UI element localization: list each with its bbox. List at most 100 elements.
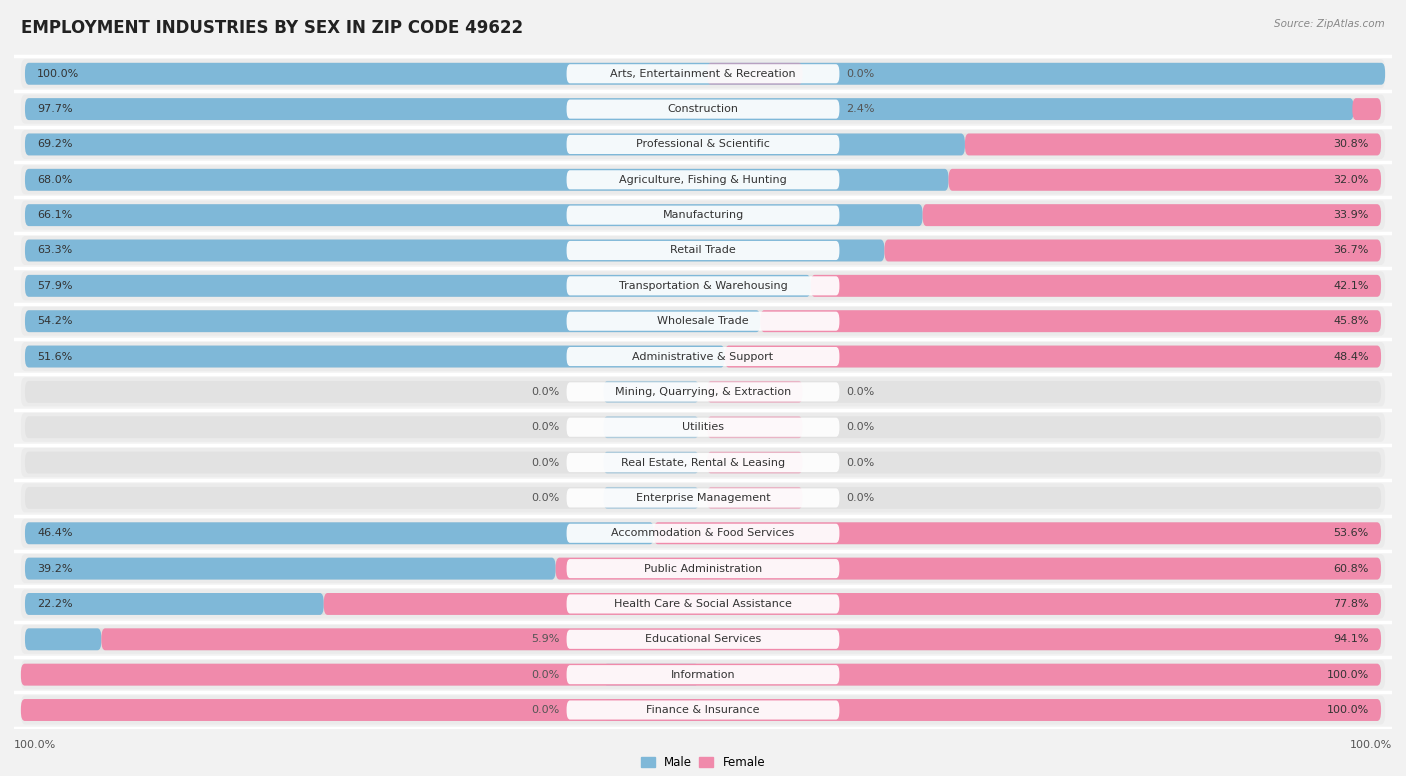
FancyBboxPatch shape <box>567 488 839 508</box>
Text: 5.9%: 5.9% <box>531 634 560 644</box>
FancyBboxPatch shape <box>567 524 839 542</box>
Text: Utilities: Utilities <box>682 422 724 432</box>
FancyBboxPatch shape <box>761 310 1381 332</box>
FancyBboxPatch shape <box>25 133 1381 155</box>
Text: Manufacturing: Manufacturing <box>662 210 744 220</box>
Text: 0.0%: 0.0% <box>846 458 875 468</box>
Text: 66.1%: 66.1% <box>37 210 73 220</box>
Text: 36.7%: 36.7% <box>1333 245 1369 255</box>
Text: 0.0%: 0.0% <box>846 422 875 432</box>
FancyBboxPatch shape <box>603 487 699 509</box>
Text: 94.1%: 94.1% <box>1333 634 1369 644</box>
FancyBboxPatch shape <box>25 275 1381 296</box>
FancyBboxPatch shape <box>21 377 1385 407</box>
FancyBboxPatch shape <box>25 558 1381 580</box>
FancyBboxPatch shape <box>21 695 1385 725</box>
Text: 2.4%: 2.4% <box>846 104 875 114</box>
Text: 100.0%: 100.0% <box>37 69 80 78</box>
FancyBboxPatch shape <box>567 170 839 189</box>
Text: Public Administration: Public Administration <box>644 563 762 573</box>
Legend: Male, Female: Male, Female <box>636 752 770 774</box>
FancyBboxPatch shape <box>25 522 654 544</box>
FancyBboxPatch shape <box>21 483 1385 512</box>
Text: 53.6%: 53.6% <box>1333 528 1369 539</box>
FancyBboxPatch shape <box>21 342 1385 371</box>
FancyBboxPatch shape <box>25 381 1381 403</box>
Text: 0.0%: 0.0% <box>531 387 560 397</box>
FancyBboxPatch shape <box>567 559 839 578</box>
FancyBboxPatch shape <box>965 133 1381 155</box>
Text: 54.2%: 54.2% <box>37 316 73 326</box>
FancyBboxPatch shape <box>567 241 839 260</box>
Text: 77.8%: 77.8% <box>1333 599 1369 609</box>
Text: 32.0%: 32.0% <box>1333 175 1369 185</box>
FancyBboxPatch shape <box>811 275 1381 296</box>
FancyBboxPatch shape <box>567 312 839 331</box>
FancyBboxPatch shape <box>25 663 1381 686</box>
FancyBboxPatch shape <box>654 522 1381 544</box>
FancyBboxPatch shape <box>21 201 1385 230</box>
FancyBboxPatch shape <box>25 275 811 296</box>
Text: Construction: Construction <box>668 104 738 114</box>
FancyBboxPatch shape <box>567 276 839 296</box>
Text: 39.2%: 39.2% <box>37 563 73 573</box>
Text: Administrative & Support: Administrative & Support <box>633 352 773 362</box>
FancyBboxPatch shape <box>603 416 699 438</box>
FancyBboxPatch shape <box>25 416 1381 438</box>
Text: 22.2%: 22.2% <box>37 599 73 609</box>
FancyBboxPatch shape <box>21 699 1381 721</box>
FancyBboxPatch shape <box>25 310 1381 332</box>
Text: Accommodation & Food Services: Accommodation & Food Services <box>612 528 794 539</box>
Text: 30.8%: 30.8% <box>1333 140 1369 150</box>
FancyBboxPatch shape <box>707 487 803 509</box>
Text: 0.0%: 0.0% <box>531 422 560 432</box>
FancyBboxPatch shape <box>949 169 1381 191</box>
Text: 100.0%: 100.0% <box>1350 740 1392 750</box>
Text: 0.0%: 0.0% <box>531 670 560 680</box>
FancyBboxPatch shape <box>25 629 1381 650</box>
Text: 0.0%: 0.0% <box>531 493 560 503</box>
Text: 69.2%: 69.2% <box>37 140 73 150</box>
Text: Arts, Entertainment & Recreation: Arts, Entertainment & Recreation <box>610 69 796 78</box>
FancyBboxPatch shape <box>603 452 699 473</box>
Text: 48.4%: 48.4% <box>1333 352 1369 362</box>
Text: Transportation & Warehousing: Transportation & Warehousing <box>619 281 787 291</box>
Text: 51.6%: 51.6% <box>37 352 73 362</box>
FancyBboxPatch shape <box>25 63 1381 85</box>
Text: 33.9%: 33.9% <box>1333 210 1369 220</box>
Text: Agriculture, Fishing & Hunting: Agriculture, Fishing & Hunting <box>619 175 787 185</box>
FancyBboxPatch shape <box>567 206 839 225</box>
FancyBboxPatch shape <box>21 95 1385 123</box>
Text: 0.0%: 0.0% <box>846 69 875 78</box>
Text: 0.0%: 0.0% <box>531 705 560 715</box>
FancyBboxPatch shape <box>21 130 1385 159</box>
Text: 0.0%: 0.0% <box>846 493 875 503</box>
FancyBboxPatch shape <box>25 63 1385 85</box>
FancyBboxPatch shape <box>25 345 1381 368</box>
Text: 42.1%: 42.1% <box>1333 281 1369 291</box>
FancyBboxPatch shape <box>25 699 1381 721</box>
Text: Information: Information <box>671 670 735 680</box>
FancyBboxPatch shape <box>567 453 839 472</box>
FancyBboxPatch shape <box>725 345 1381 368</box>
FancyBboxPatch shape <box>603 699 699 721</box>
FancyBboxPatch shape <box>567 630 839 649</box>
Text: Finance & Insurance: Finance & Insurance <box>647 705 759 715</box>
FancyBboxPatch shape <box>884 240 1381 262</box>
Text: EMPLOYMENT INDUSTRIES BY SEX IN ZIP CODE 49622: EMPLOYMENT INDUSTRIES BY SEX IN ZIP CODE… <box>21 19 523 37</box>
FancyBboxPatch shape <box>25 98 1381 120</box>
FancyBboxPatch shape <box>25 487 1381 509</box>
Text: Real Estate, Rental & Leasing: Real Estate, Rental & Leasing <box>621 458 785 468</box>
FancyBboxPatch shape <box>323 593 1381 615</box>
FancyBboxPatch shape <box>567 64 839 83</box>
Text: Wholesale Trade: Wholesale Trade <box>657 316 749 326</box>
FancyBboxPatch shape <box>567 383 839 401</box>
FancyBboxPatch shape <box>21 448 1385 477</box>
FancyBboxPatch shape <box>25 204 1381 226</box>
FancyBboxPatch shape <box>567 665 839 684</box>
FancyBboxPatch shape <box>555 558 1381 580</box>
Text: 97.7%: 97.7% <box>37 104 73 114</box>
Text: 100.0%: 100.0% <box>1326 705 1369 715</box>
FancyBboxPatch shape <box>567 417 839 437</box>
Text: 60.8%: 60.8% <box>1333 563 1369 573</box>
